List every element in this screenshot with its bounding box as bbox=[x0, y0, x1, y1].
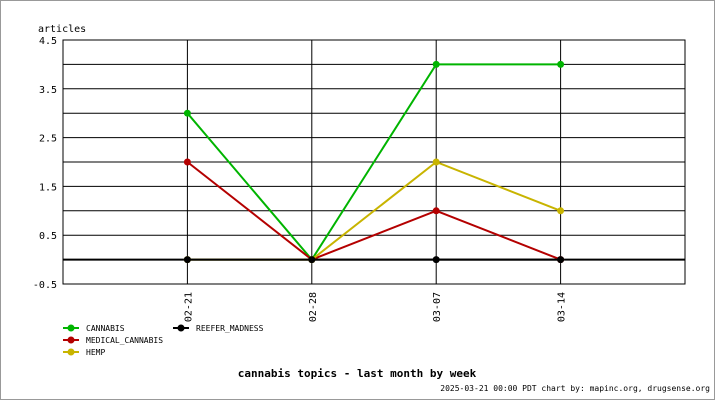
data-point bbox=[183, 109, 191, 117]
y-tick-label: 3.5 bbox=[39, 85, 57, 96]
series-line bbox=[186, 161, 561, 261]
data-point bbox=[183, 158, 191, 166]
y-tick-label: 2.5 bbox=[39, 134, 57, 145]
y-tick-label: 0.5 bbox=[39, 231, 57, 242]
legend-marker bbox=[67, 336, 75, 344]
legend-label: REEFER_MADNESS bbox=[196, 324, 264, 333]
footer: 2025-03-21 00:00 PDT chart by: mapinc.or… bbox=[440, 384, 710, 393]
y-tick-label: -0.5 bbox=[33, 280, 57, 291]
x-tick-label: 03-14 bbox=[557, 292, 568, 322]
data-point bbox=[432, 60, 440, 68]
x-tick-label: 02-21 bbox=[183, 292, 194, 322]
legend-label: CANNABIS bbox=[86, 324, 125, 333]
legend-label: HEMP bbox=[86, 348, 105, 357]
data-point bbox=[557, 207, 565, 215]
data-point bbox=[557, 256, 565, 264]
data-point bbox=[308, 256, 316, 264]
y-tick-label: 4.5 bbox=[39, 36, 57, 47]
y-tick-label: 1.5 bbox=[39, 182, 57, 193]
data-point bbox=[557, 60, 565, 68]
y-axis-label: articles bbox=[38, 24, 86, 35]
legend-label: MEDICAL_CANNABIS bbox=[86, 336, 163, 345]
data-point bbox=[432, 256, 440, 264]
x-tick-label: 03-07 bbox=[432, 292, 443, 322]
plot-border bbox=[62, 39, 686, 285]
data-point bbox=[432, 207, 440, 215]
chart-title: cannabis topics - last month by week bbox=[238, 367, 477, 380]
legend-marker bbox=[177, 324, 185, 332]
legend-marker bbox=[67, 324, 75, 332]
legend-marker bbox=[67, 348, 75, 356]
data-point bbox=[432, 158, 440, 166]
x-tick-label: 02-28 bbox=[308, 292, 319, 322]
data-point bbox=[183, 256, 191, 264]
series-line bbox=[186, 63, 561, 262]
